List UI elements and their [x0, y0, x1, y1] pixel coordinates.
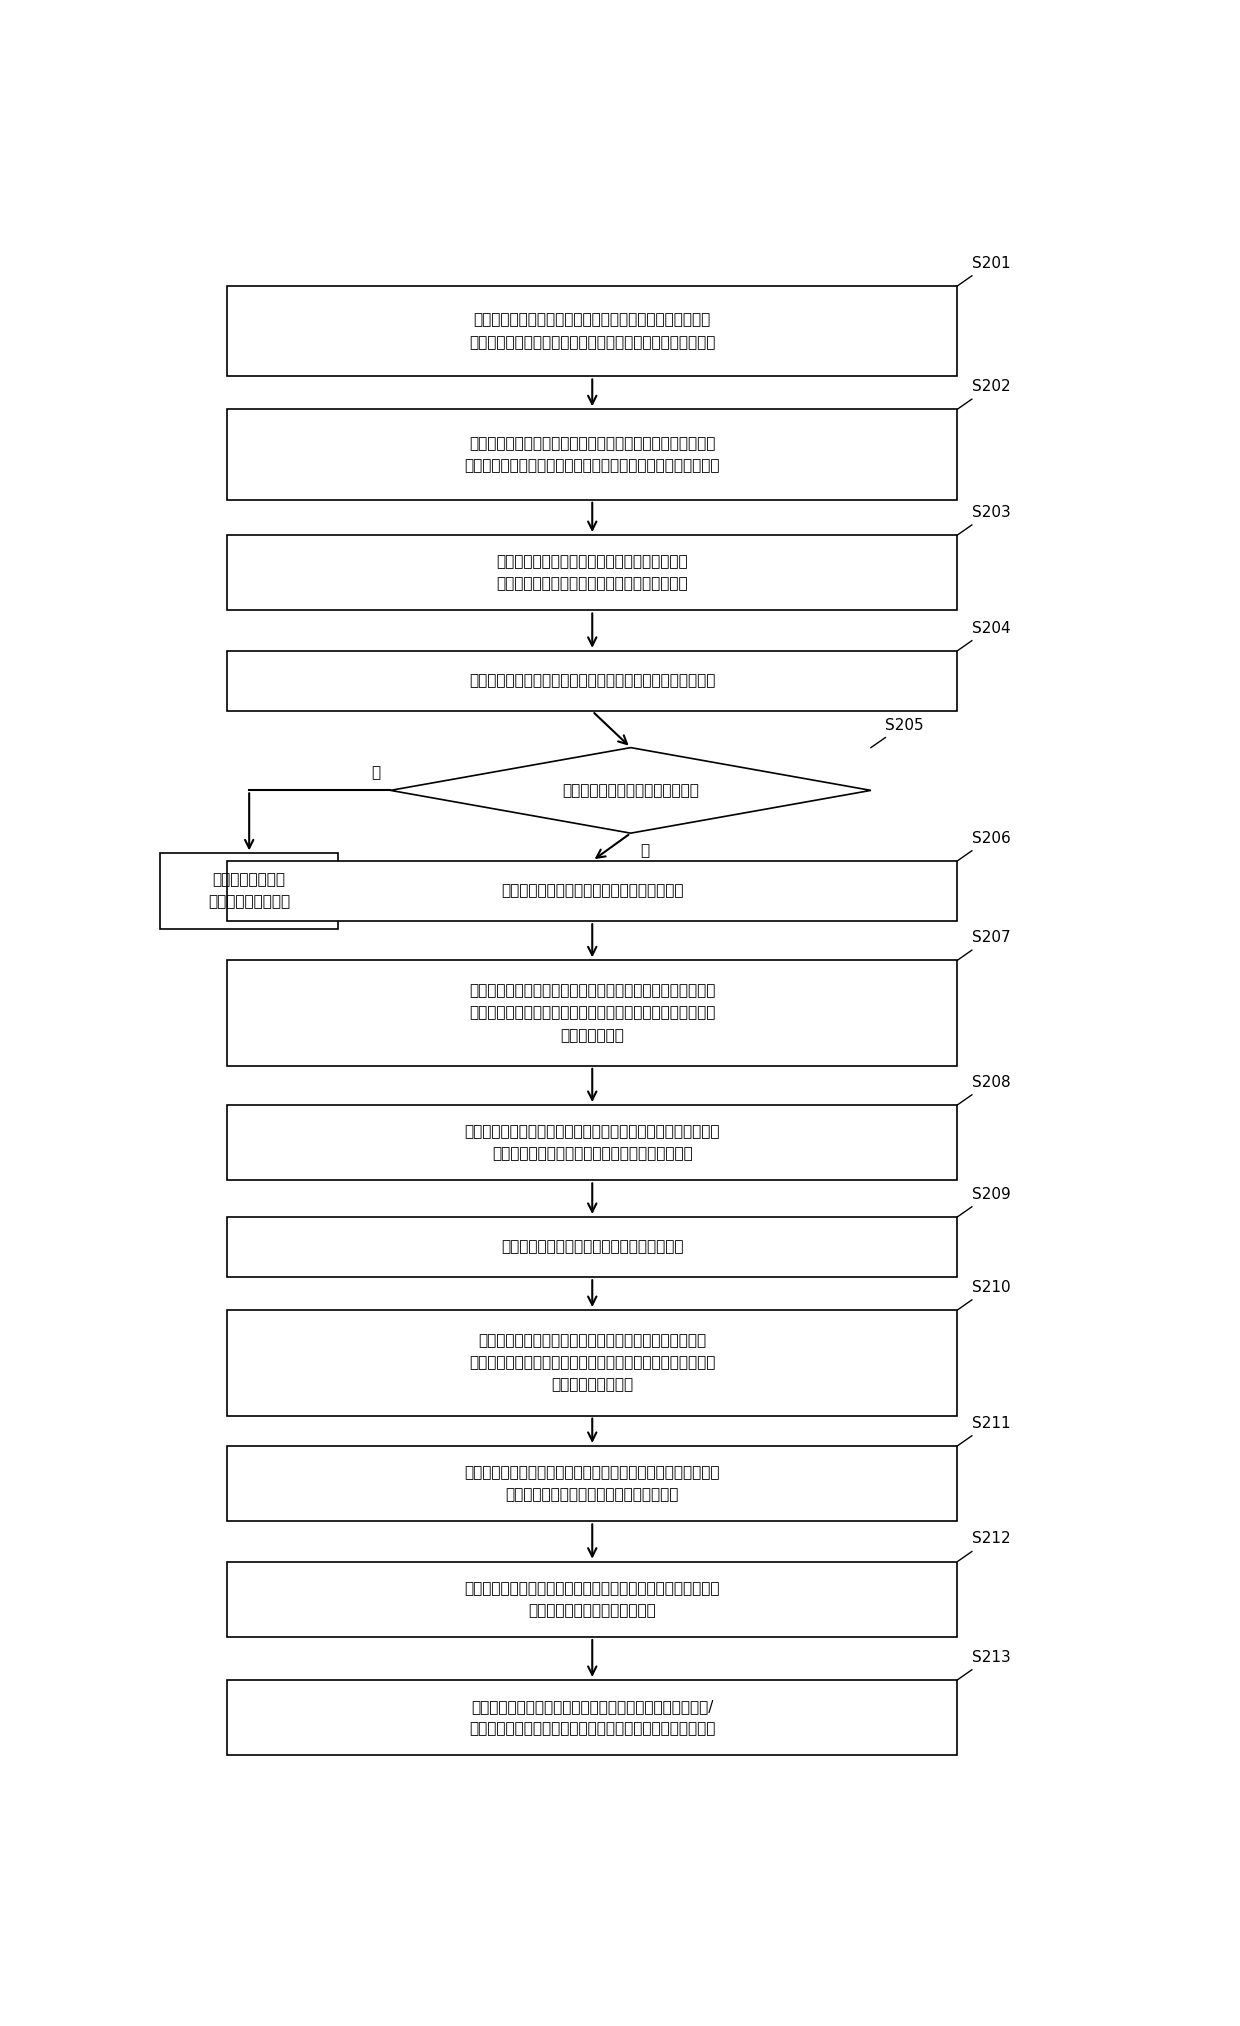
FancyBboxPatch shape: [227, 1218, 957, 1276]
FancyBboxPatch shape: [227, 286, 957, 377]
Text: 计算低级窗口的相对位移最大值与超声反射信号的长度的比值: 计算低级窗口的相对位移最大值与超声反射信号的长度的比值: [469, 673, 715, 689]
FancyBboxPatch shape: [227, 535, 957, 610]
Text: 通过插值方法将第二计算窗口的第二位移或者第三计算窗口的第
三位移扩充至整个第一幅值序列: 通过插值方法将第二计算窗口的第二位移或者第三计算窗口的第 三位移扩充至整个第一幅…: [465, 1580, 720, 1619]
Text: 分别获取生物组织压缩前的超声反射信号序列所对应的第一
幅值序列和压缩后的超声反射信号序列所对应的第二幅值序列: 分别获取生物组织压缩前的超声反射信号序列所对应的第一 幅值序列和压缩后的超声反射…: [469, 312, 715, 350]
Text: 否: 否: [372, 766, 381, 780]
Text: 分别计算每个第三滑动窗口在对应的第三搜索窗口区域内
基于第二位移滑动时，第三滑动窗口内的幅值与第三计算窗口
内的幅值的相关系数: 分别计算每个第三滑动窗口在对应的第三搜索窗口区域内 基于第二位移滑动时，第三滑动…: [469, 1333, 715, 1392]
Text: 获取相关系数为最大值时第二滑动窗口的位置与其所对应的第二
计算窗口的相对位移作为第二计算窗口的第二位移: 获取相关系数为最大值时第二滑动窗口的位置与其所对应的第二 计算窗口的相对位移作为…: [465, 1124, 720, 1161]
FancyBboxPatch shape: [160, 853, 339, 928]
Text: S208: S208: [972, 1076, 1011, 1090]
FancyBboxPatch shape: [227, 1447, 957, 1522]
Text: 获取相关系数为最大值时第一滑动窗口的位置与
其初始位置的位移作为第一计算窗口的第一位移: 获取相关系数为最大值时第一滑动窗口的位置与 其初始位置的位移作为第一计算窗口的第…: [496, 555, 688, 592]
Text: S206: S206: [972, 831, 1011, 845]
Text: 采用一维算法确定
生物组织的弹性位移: 采用一维算法确定 生物组织的弹性位移: [208, 873, 290, 910]
FancyBboxPatch shape: [227, 1562, 957, 1637]
Text: 根据第一幅值序列中各个幅值的位移，采用零相位迭代法和/
或权相位分离法计算得到第一幅值序列中各个幅值的第四位移: 根据第一幅值序列中各个幅值的位移，采用零相位迭代法和/ 或权相位分离法计算得到第…: [469, 1700, 715, 1736]
Text: 获取相关系数为最大值时第三滑动窗口的位置与第三计算窗口对
应位置的位移作为第三计算窗口的第三位移: 获取相关系数为最大值时第三滑动窗口的位置与第三计算窗口对 应位置的位移作为第三计…: [465, 1465, 720, 1501]
FancyBboxPatch shape: [227, 960, 957, 1066]
Text: S201: S201: [972, 255, 1011, 271]
FancyBboxPatch shape: [227, 861, 957, 922]
FancyBboxPatch shape: [227, 1311, 957, 1416]
Text: S202: S202: [972, 379, 1011, 395]
Text: S203: S203: [972, 504, 1011, 521]
Text: S213: S213: [972, 1649, 1011, 1665]
Text: 判断比值是否大于或等于预设阈值: 判断比值是否大于或等于预设阈值: [562, 782, 699, 798]
Text: S204: S204: [972, 620, 1011, 636]
Text: 分别计算每个第一滑动窗口在对应的第一搜索窗口区域内滑动
时，第一滑动窗口内的幅值与第一计算窗口内的幅值的相关系数: 分别计算每个第一滑动窗口在对应的第一搜索窗口区域内滑动 时，第一滑动窗口内的幅值…: [465, 436, 720, 474]
Text: 是: 是: [640, 843, 650, 859]
Text: 分别计算每个第二滑动窗口在对应的第二搜索窗口区域内基于
第一位移滑动时，第二滑动窗口内的幅值与第二计算窗口内的
幅值的相关系数: 分别计算每个第二滑动窗口在对应的第二搜索窗口区域内基于 第一位移滑动时，第二滑动…: [469, 983, 715, 1043]
Text: S210: S210: [972, 1280, 1011, 1295]
Text: S209: S209: [972, 1187, 1011, 1201]
Text: S211: S211: [972, 1416, 1011, 1430]
FancyBboxPatch shape: [227, 409, 957, 500]
FancyBboxPatch shape: [227, 650, 957, 711]
Text: S207: S207: [972, 930, 1011, 944]
Text: 通过插值方法将第二位移扩充至第三计算窗口: 通过插值方法将第二位移扩充至第三计算窗口: [501, 1240, 683, 1254]
Text: 通过插值方法将第一位移扩充至第二计算窗口: 通过插值方法将第一位移扩充至第二计算窗口: [501, 883, 683, 900]
FancyBboxPatch shape: [227, 1104, 957, 1181]
Text: S212: S212: [972, 1532, 1011, 1546]
Text: S205: S205: [885, 717, 924, 733]
Polygon shape: [391, 748, 870, 833]
FancyBboxPatch shape: [227, 1680, 957, 1755]
